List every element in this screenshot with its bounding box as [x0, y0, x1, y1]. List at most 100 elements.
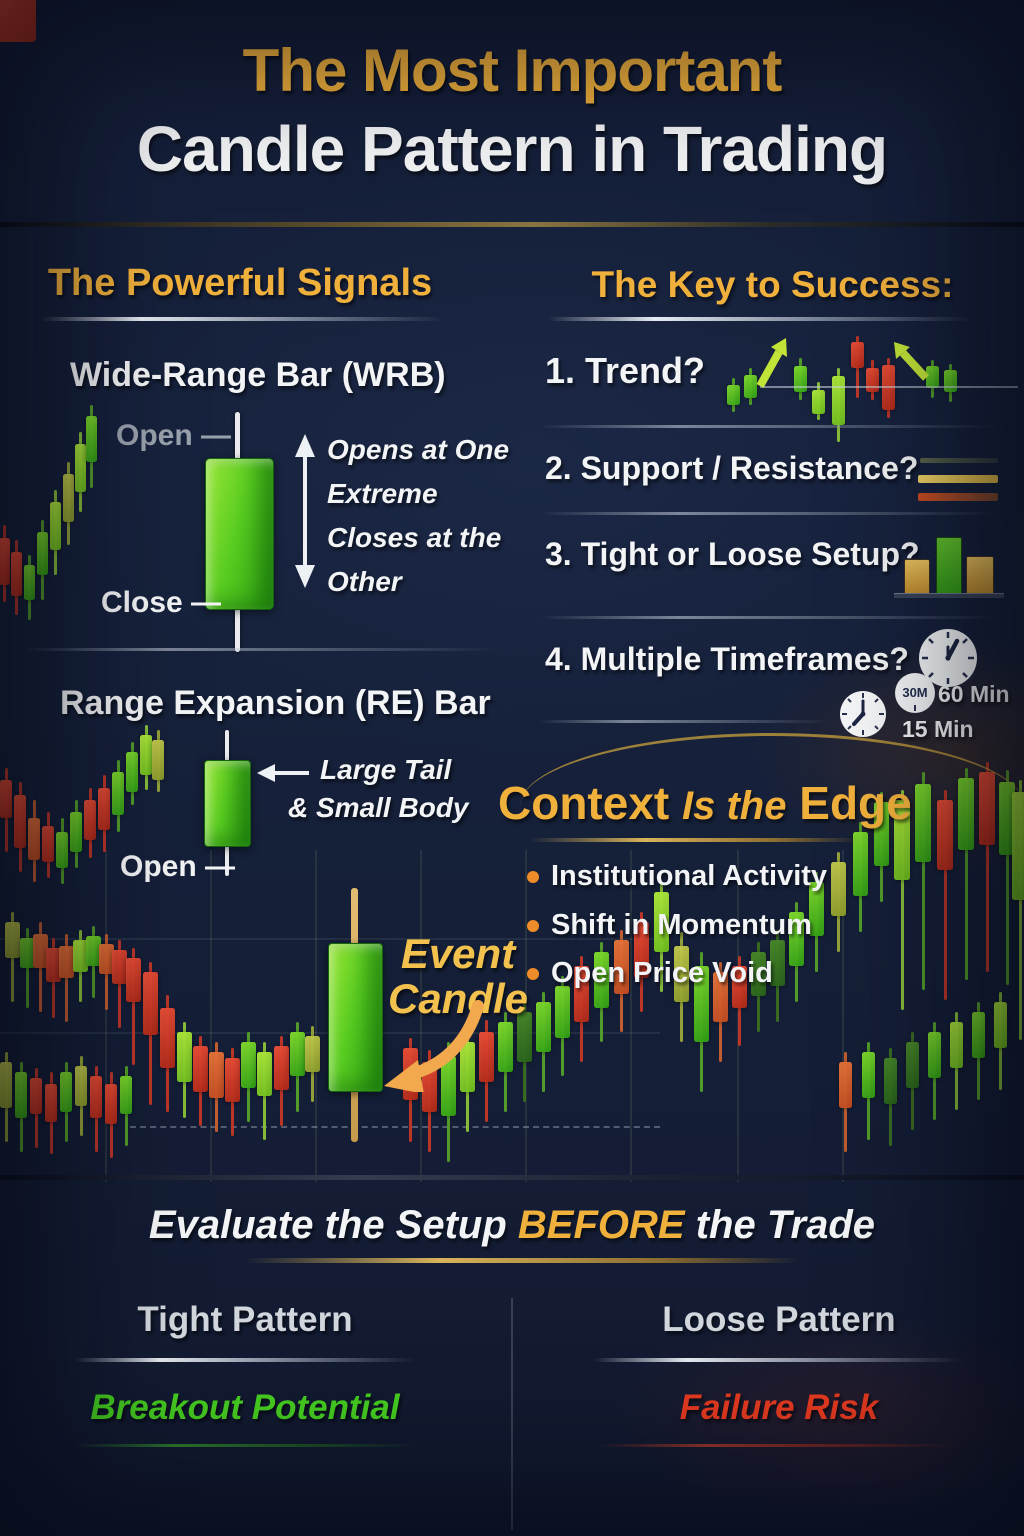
candlestick [98, 788, 110, 830]
re-annotation-line2: & Small Body [288, 792, 469, 823]
candle-wick [118, 940, 121, 1028]
gridline [315, 850, 317, 1182]
candlestick [85, 936, 101, 966]
candlestick [850, 342, 864, 368]
candlestick [192, 1046, 208, 1092]
candlestick [126, 752, 138, 792]
candlestick [993, 1002, 1007, 1048]
candlestick [0, 780, 12, 818]
tight-pattern-title: Tight Pattern [137, 1300, 353, 1339]
context-heading: Context Is the Edge [498, 776, 912, 830]
candlestick [613, 940, 629, 994]
candlestick [838, 1062, 852, 1108]
footer-divider [75, 1358, 415, 1362]
footer-divider [594, 1358, 964, 1362]
evaluate-part2: the Trade [695, 1203, 876, 1247]
candlestick [0, 1062, 12, 1108]
candlestick [70, 812, 82, 852]
section-divider [25, 648, 500, 651]
clock-15min-icon [840, 691, 886, 737]
event-label-line2: Candle [387, 975, 529, 1022]
candlestick [28, 818, 40, 860]
candlestick [865, 368, 879, 392]
candlestick [830, 862, 846, 916]
key-item-3-label: 3. Tight or Loose Setup? [545, 536, 920, 572]
tight-pattern-block: Tight Pattern Breakout Potential [0, 1300, 490, 1447]
candlestick [653, 892, 669, 952]
re-candle-body [204, 760, 251, 847]
candlestick [0, 0, 36, 42]
candle-wick [986, 762, 989, 972]
event-candle-label: Event Candle [378, 931, 538, 1021]
section-divider [540, 512, 1002, 515]
gridline [842, 850, 844, 1182]
gridline [630, 850, 632, 1182]
candlestick [573, 966, 589, 1022]
candlestick [159, 1008, 175, 1068]
context-underline [530, 838, 860, 842]
gold-arc-divider [520, 733, 1024, 806]
key-item-4-label: 4. Multiple Timeframes? [545, 641, 909, 677]
trend-upleft-arrow-icon [894, 342, 929, 381]
candlestick [516, 1012, 532, 1062]
candlestick [769, 940, 785, 986]
candle-wick [65, 934, 68, 1022]
candlestick [731, 966, 747, 1008]
candlestick [478, 1032, 494, 1082]
candlestick [58, 946, 74, 978]
clock-60min-icon [919, 629, 977, 687]
re-annotation-line1: Large Tail [320, 754, 452, 785]
candlestick [15, 1072, 27, 1118]
candlestick [14, 795, 26, 848]
breakout-potential-label: Breakout Potential [90, 1388, 400, 1427]
candlestick [98, 944, 114, 974]
evaluate-highlight: BEFORE [517, 1203, 685, 1247]
context-heading-word1: Context [498, 777, 670, 829]
candlestick [152, 740, 164, 780]
candlestick [45, 948, 61, 982]
candlestick [56, 832, 68, 868]
candle-wick [944, 790, 947, 1000]
candlestick [112, 772, 124, 815]
evaluate-underline [245, 1258, 800, 1263]
trend-level-line [760, 386, 1018, 388]
footer-vertical-divider [511, 1298, 513, 1530]
title-divider [0, 222, 1024, 227]
candlestick [743, 375, 757, 398]
candlestick [793, 366, 807, 392]
candlestick [240, 1042, 256, 1088]
candlestick [125, 958, 141, 1002]
candlestick [62, 474, 74, 522]
candlestick [60, 1072, 72, 1112]
candlestick [808, 882, 824, 936]
candlestick [10, 552, 22, 596]
event-candle-body [328, 943, 383, 1092]
candlestick [788, 912, 804, 966]
clock-30min-icon: 30M [895, 673, 935, 713]
candlestick [74, 444, 86, 492]
key-item-1-label: 1. Trend? [545, 350, 706, 391]
section-divider [540, 616, 1002, 619]
failure-risk-label: Failure Risk [679, 1388, 879, 1427]
wrb-open-label: Open — [116, 419, 232, 452]
wrb-annotation-line: Extreme [327, 478, 438, 509]
candle-wick [965, 768, 968, 980]
key-item-2-label: 2. Support / Resistance? [545, 450, 919, 486]
section-divider [40, 317, 445, 321]
candlestick [633, 922, 649, 978]
candle-wick [901, 790, 904, 1010]
section-divider [548, 317, 973, 321]
wrb-annotation: Opens at One Extreme Closes at the Other [327, 428, 509, 604]
candlestick [861, 1052, 875, 1098]
candlestick [925, 366, 939, 388]
wrb-annotation-line: Opens at One [327, 434, 510, 465]
candlestick [554, 986, 570, 1038]
context-bullet-1: Institutional Activity [551, 860, 828, 892]
candlestick [726, 385, 740, 405]
candlestick [927, 1032, 941, 1078]
right-column-heading: The Key to Success: [591, 264, 954, 305]
green-underline [72, 1444, 418, 1447]
clock-30m-label: 30M [902, 685, 927, 700]
section-divider [540, 425, 1002, 428]
